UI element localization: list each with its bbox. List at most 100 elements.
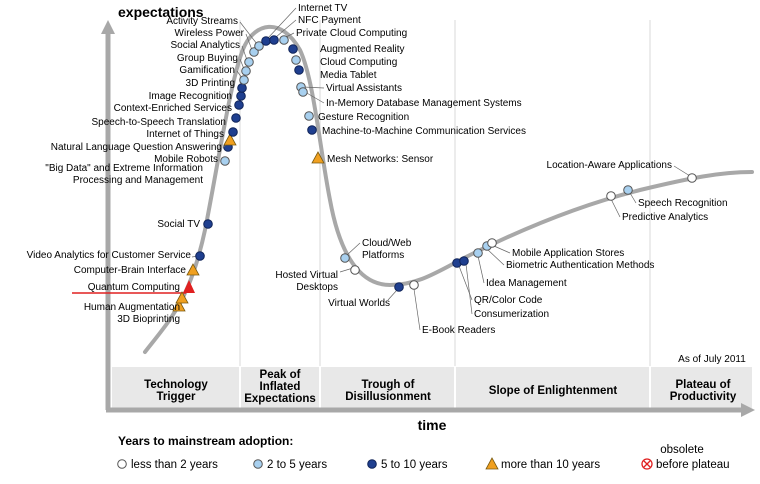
label-big-data-and-extreme-information-processing-and-management: Processing and Management — [73, 175, 203, 186]
phase-label-trough-of-disillusionment: Trough of — [361, 379, 414, 391]
label-speech-to-speech-translation: Speech-to-Speech Translation — [91, 117, 226, 128]
legend-label-2to5: 2 to 5 years — [267, 459, 327, 471]
marker-mobile-application-stores — [487, 238, 497, 248]
label-computer-brain-interface: Computer-Brain Interface — [74, 265, 187, 276]
label-cloud-web-platforms: Cloud/Web — [362, 238, 412, 249]
label-group-buying: Group Buying — [177, 53, 238, 64]
label-wireless-power: Wireless Power — [175, 28, 245, 39]
marker-natural-language-question-answering — [223, 133, 237, 146]
legend-label-lt2: less than 2 years — [131, 459, 218, 471]
label-internet-of-things: Internet of Things — [146, 129, 224, 140]
label-cloud-computing: Cloud Computing — [320, 57, 397, 68]
label-natural-language-question-answering: Natural Language Question Answering — [51, 142, 222, 153]
legend-title: Years to mainstream adoption: — [118, 434, 293, 448]
leader-internet-tv — [267, 7, 297, 39]
marker-internet-of-things — [228, 127, 238, 137]
marker-3d-printing — [237, 83, 247, 93]
marker-internet-tv — [261, 36, 271, 46]
marker-augmented-reality — [288, 44, 298, 54]
label-3d-bioprinting: 3D Bioprinting — [117, 314, 180, 325]
label-machine-to-machine-communication-services: Machine-to-Machine Communication Service… — [322, 126, 526, 137]
leader-location-aware-applications — [673, 165, 691, 177]
label-hosted-virtual-desktops: Desktops — [296, 282, 338, 293]
legend-marker-gt10 — [485, 457, 499, 470]
label-mobile-application-stores: Mobile Application Stores — [512, 248, 624, 259]
marker-machine-to-machine-communication-services — [307, 125, 317, 135]
label-gamification: Gamification — [179, 65, 235, 76]
label-activity-streams: Activity Streams — [166, 16, 238, 27]
leader-cloud-web-platforms — [346, 242, 361, 256]
label-e-book-readers: E-Book Readers — [422, 325, 495, 336]
marker-image-recognition — [236, 91, 246, 101]
marker-speech-to-speech-translation — [231, 113, 241, 123]
marker-computer-brain-interface — [186, 263, 200, 276]
marker-hosted-virtual-desktops — [350, 265, 360, 275]
leader-private-cloud-computing — [285, 32, 295, 38]
label-nfc-payment: NFC Payment — [298, 15, 361, 26]
label-video-analytics-for-customer-service: Video Analytics for Customer Service — [27, 250, 192, 261]
label-big-data-and-extreme-information-processing-and-management: "Big Data" and Extreme Information — [45, 163, 203, 174]
label-speech-recognition: Speech Recognition — [638, 198, 728, 209]
marker-mesh-networks-sensor — [311, 151, 325, 164]
phase-label-peak-of-inflated-expectations: Expectations — [244, 393, 316, 405]
leader-virtual-worlds — [387, 289, 398, 301]
label-cloud-web-platforms: Platforms — [362, 250, 404, 261]
y-axis-arrow — [101, 20, 115, 34]
leader-consumerization — [465, 263, 473, 315]
as-of-label: As of July 2011 — [678, 354, 746, 365]
label-mesh-networks-sensor: Mesh Networks: Sensor — [327, 154, 434, 165]
leader-social-analytics — [241, 45, 248, 61]
label-image-recognition: Image Recognition — [149, 91, 232, 102]
leader-biometric-authentication-methods — [486, 248, 505, 266]
label-hosted-virtual-desktops: Hosted Virtual — [275, 270, 338, 281]
leader-wireless-power — [245, 33, 253, 51]
marker-e-book-readers — [409, 280, 419, 290]
label-mobile-robots: Mobile Robots — [154, 154, 218, 165]
phase-label-peak-of-inflated-expectations: Peak of — [260, 369, 301, 381]
phase-label-slope-of-enlightenment: Slope of Enlightenment — [489, 385, 618, 397]
marker-3d-bioprinting — [172, 299, 186, 312]
legend-obsolete-icon — [643, 460, 651, 468]
marker-consumerization — [459, 256, 469, 266]
marker-cloud-web-platforms — [340, 253, 350, 263]
leader-activity-streams — [239, 21, 258, 45]
marker-gamification — [239, 75, 249, 85]
marker-gesture-recognition — [304, 111, 314, 121]
legend-obsolete-icon — [641, 458, 653, 470]
marker-big-data-and-extreme-information-processing-and-management — [220, 156, 230, 166]
leader-mobile-application-stores — [493, 245, 511, 254]
marker-nfc-payment — [269, 35, 279, 45]
leader-nfc-payment — [275, 19, 297, 38]
leader-virtual-assistants — [302, 86, 325, 89]
marker-video-analytics-for-customer-service — [195, 251, 205, 261]
marker-in-memory-database-management-systems — [298, 87, 308, 97]
label-internet-tv: Internet TV — [298, 3, 348, 14]
marker-idea-management — [473, 248, 483, 258]
marker-context-enriched-services — [234, 100, 244, 110]
legend-label-obsolete: before plateau — [656, 459, 730, 471]
legend-label-obsolete: obsolete — [660, 444, 703, 456]
label-location-aware-applications: Location-Aware Applications — [547, 160, 672, 171]
leader-predictive-analytics — [610, 198, 621, 218]
y-axis-label: expectations — [118, 4, 204, 20]
label-virtual-assistants: Virtual Assistants — [326, 83, 402, 94]
phase-label-plateau-of-productivity: Plateau of — [676, 379, 731, 391]
marker-predictive-analytics — [606, 191, 616, 201]
legend-label-5to10: 5 to 10 years — [381, 459, 448, 471]
marker-group-buying — [241, 66, 251, 76]
label-virtual-worlds: Virtual Worlds — [328, 298, 390, 309]
label-private-cloud-computing: Private Cloud Computing — [296, 28, 407, 39]
legend-marker-lt2 — [117, 459, 127, 469]
phase-label-trough-of-disillusionment: Disillusionment — [345, 391, 431, 403]
label-qr-color-code: QR/Color Code — [474, 295, 543, 306]
legend-marker-2to5 — [253, 459, 263, 469]
x-axis-arrow — [741, 403, 755, 417]
label-social-tv: Social TV — [157, 219, 200, 230]
label-media-tablet: Media Tablet — [320, 70, 377, 81]
marker-social-analytics — [244, 57, 254, 67]
leader-speech-recognition — [629, 192, 637, 204]
phase-band — [112, 367, 752, 408]
label-context-enriched-services: Context-Enriched Services — [114, 103, 232, 114]
